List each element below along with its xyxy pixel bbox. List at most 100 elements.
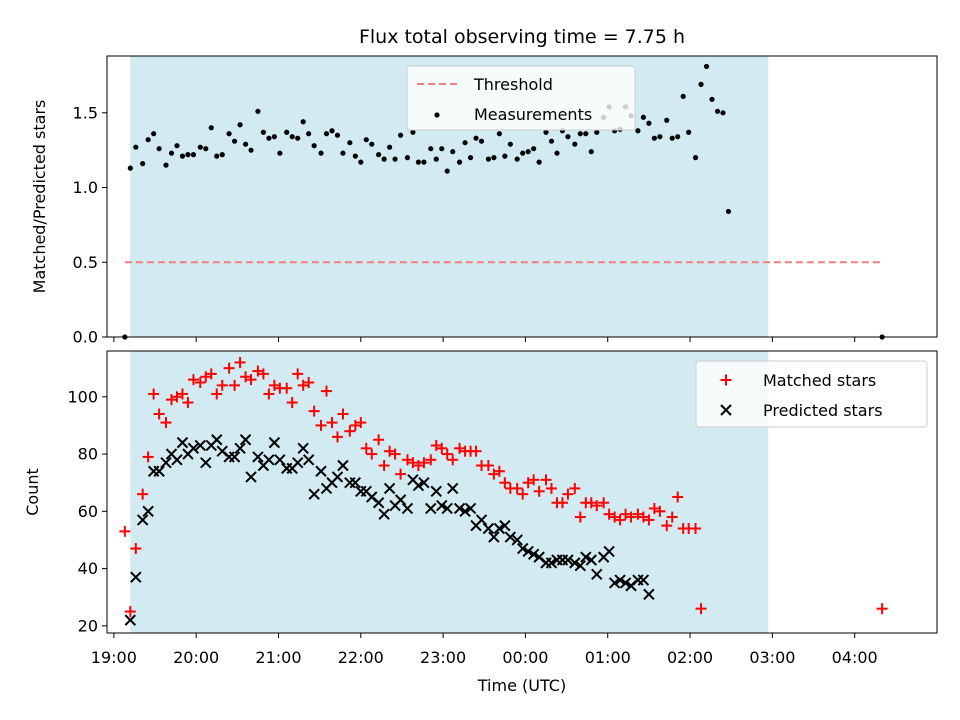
- matched-star-point: [436, 442, 448, 454]
- y-tick-label: 0.0: [73, 328, 98, 347]
- measurement-point: [185, 152, 191, 158]
- predicted-star-point: [418, 476, 430, 489]
- matched-star-point: [499, 477, 511, 489]
- top-legend-box: [406, 65, 636, 131]
- predicted-star-point: [637, 574, 650, 586]
- predicted-star-point: [619, 577, 632, 589]
- measurement-point: [725, 208, 732, 215]
- matched-star-point: [360, 442, 372, 454]
- matched-star-point: [245, 374, 257, 386]
- measurement-point: [284, 129, 290, 135]
- predicted-star-point: [401, 502, 414, 515]
- measurement-point: [133, 144, 139, 150]
- matched-star-point: [425, 454, 437, 466]
- matched-star-point: [148, 388, 160, 400]
- measurement-point: [174, 143, 180, 149]
- chart-title: Flux total observing time = 7.75 h: [359, 26, 685, 48]
- matched-star-point: [666, 511, 678, 523]
- top-plot-frame: [106, 55, 938, 338]
- matched-star-point: [661, 520, 673, 532]
- predicted-star-point: [245, 471, 257, 483]
- measurement-point: [635, 128, 641, 134]
- matched-star-point: [176, 388, 188, 400]
- measurement-point: [197, 144, 203, 150]
- predicted-star-point: [574, 560, 587, 572]
- predicted-star-point: [378, 508, 390, 520]
- measurement-point: [507, 141, 513, 147]
- x-tick-label: 20:00: [173, 648, 219, 667]
- predicted-star-point: [569, 557, 581, 569]
- cross-b: [475, 514, 488, 526]
- x-tick-label: 03:00: [749, 648, 795, 667]
- cross-b: [643, 588, 655, 601]
- cross-b: [160, 456, 172, 469]
- cross-b: [291, 456, 304, 469]
- measurement-point: [381, 156, 387, 162]
- measurement-point: [467, 155, 474, 161]
- legend-predicted-label: Predicted stars: [763, 401, 883, 420]
- cross-b: [171, 454, 183, 466]
- predicted-star-point: [176, 436, 189, 449]
- measurement-point: [376, 152, 382, 158]
- measurement-point: [140, 161, 146, 167]
- cross-b: [569, 557, 581, 569]
- matched-star-point: [216, 379, 228, 391]
- matched-star-point: [124, 606, 136, 618]
- cross-b: [533, 551, 545, 563]
- y-tick-label: 1.0: [73, 178, 98, 197]
- measurement-point: [583, 131, 589, 137]
- measurement-point: [669, 135, 675, 141]
- predicted-star-point: [464, 502, 477, 515]
- cross-b: [176, 436, 189, 449]
- matched-star-point: [447, 454, 459, 466]
- cross-b: [187, 442, 200, 455]
- matched-star-point: [355, 417, 367, 429]
- measurement-point: [485, 156, 491, 162]
- matched-star-point: [556, 497, 568, 509]
- measurement-point: [456, 159, 463, 165]
- measurement-point: [231, 138, 238, 144]
- measurement-point: [363, 137, 369, 143]
- measurement-point: [450, 149, 456, 155]
- predicted-star-point: [608, 577, 621, 589]
- predicted-star-point: [372, 497, 385, 509]
- legend-plus-marker: [720, 374, 732, 386]
- matched-star-point: [292, 368, 304, 380]
- predicted-star-point: [171, 454, 183, 466]
- matched-star-point: [263, 388, 275, 400]
- matched-star-point: [690, 523, 702, 535]
- x-tick-label: 04:00: [832, 648, 878, 667]
- matched-star-point: [441, 448, 453, 460]
- matched-star-point: [470, 445, 482, 457]
- matched-star-point: [142, 451, 154, 463]
- matched-star-point: [229, 379, 241, 391]
- measurement-point: [502, 153, 508, 159]
- matched-star-point: [545, 482, 557, 494]
- measurement-point: [525, 149, 531, 155]
- measurement-point: [657, 134, 663, 140]
- measurement-point: [203, 146, 209, 152]
- measurement-point: [548, 138, 555, 144]
- measurement-point: [491, 155, 497, 161]
- matched-star-point: [591, 500, 603, 512]
- measurement-point: [179, 153, 186, 159]
- predicted-star-point: [499, 519, 511, 532]
- predicted-star-point: [475, 514, 488, 526]
- cross-b: [608, 577, 621, 589]
- cross-b: [720, 404, 732, 416]
- predicted-star-point: [160, 456, 172, 469]
- matched-star-point: [205, 368, 217, 380]
- matched-star-point: [130, 543, 142, 555]
- cross-b: [464, 502, 477, 515]
- measurement-point: [248, 147, 254, 153]
- cross-b: [165, 448, 178, 460]
- matched-star-point: [366, 448, 378, 460]
- cross-b: [378, 508, 390, 520]
- cross-b: [401, 502, 414, 515]
- matched-star-point: [119, 525, 131, 537]
- measurement-point: [692, 155, 699, 161]
- predicted-star-point: [522, 545, 534, 558]
- predicted-star-point: [142, 505, 154, 518]
- cross-b: [453, 502, 466, 515]
- cross-b: [245, 471, 257, 483]
